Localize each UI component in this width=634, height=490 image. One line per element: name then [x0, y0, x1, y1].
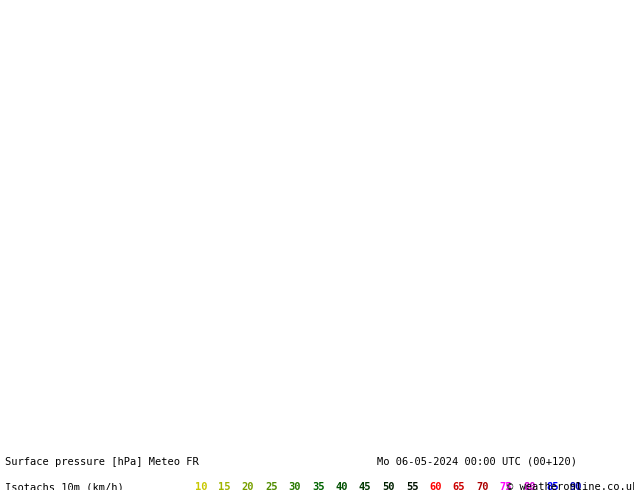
Text: 25: 25	[265, 482, 278, 490]
Text: 50: 50	[382, 482, 395, 490]
Text: 85: 85	[547, 482, 559, 490]
Text: 40: 40	[335, 482, 348, 490]
Text: 75: 75	[500, 482, 512, 490]
Text: 70: 70	[476, 482, 489, 490]
Text: 45: 45	[359, 482, 372, 490]
Text: © weatheronline.co.uk: © weatheronline.co.uk	[507, 482, 634, 490]
Text: 65: 65	[453, 482, 465, 490]
Text: 80: 80	[523, 482, 536, 490]
Text: 10: 10	[195, 482, 207, 490]
Text: 35: 35	[312, 482, 325, 490]
Text: Surface pressure [hPa] Meteo FR: Surface pressure [hPa] Meteo FR	[5, 457, 199, 467]
Text: 20: 20	[242, 482, 254, 490]
Text: 60: 60	[429, 482, 442, 490]
Text: 30: 30	[288, 482, 301, 490]
Text: Mo 06-05-2024 00:00 UTC (00+120): Mo 06-05-2024 00:00 UTC (00+120)	[377, 457, 577, 467]
Text: 15: 15	[218, 482, 231, 490]
Text: Isotachs 10m (km/h): Isotachs 10m (km/h)	[5, 482, 124, 490]
Text: 90: 90	[570, 482, 583, 490]
Text: 55: 55	[406, 482, 418, 490]
